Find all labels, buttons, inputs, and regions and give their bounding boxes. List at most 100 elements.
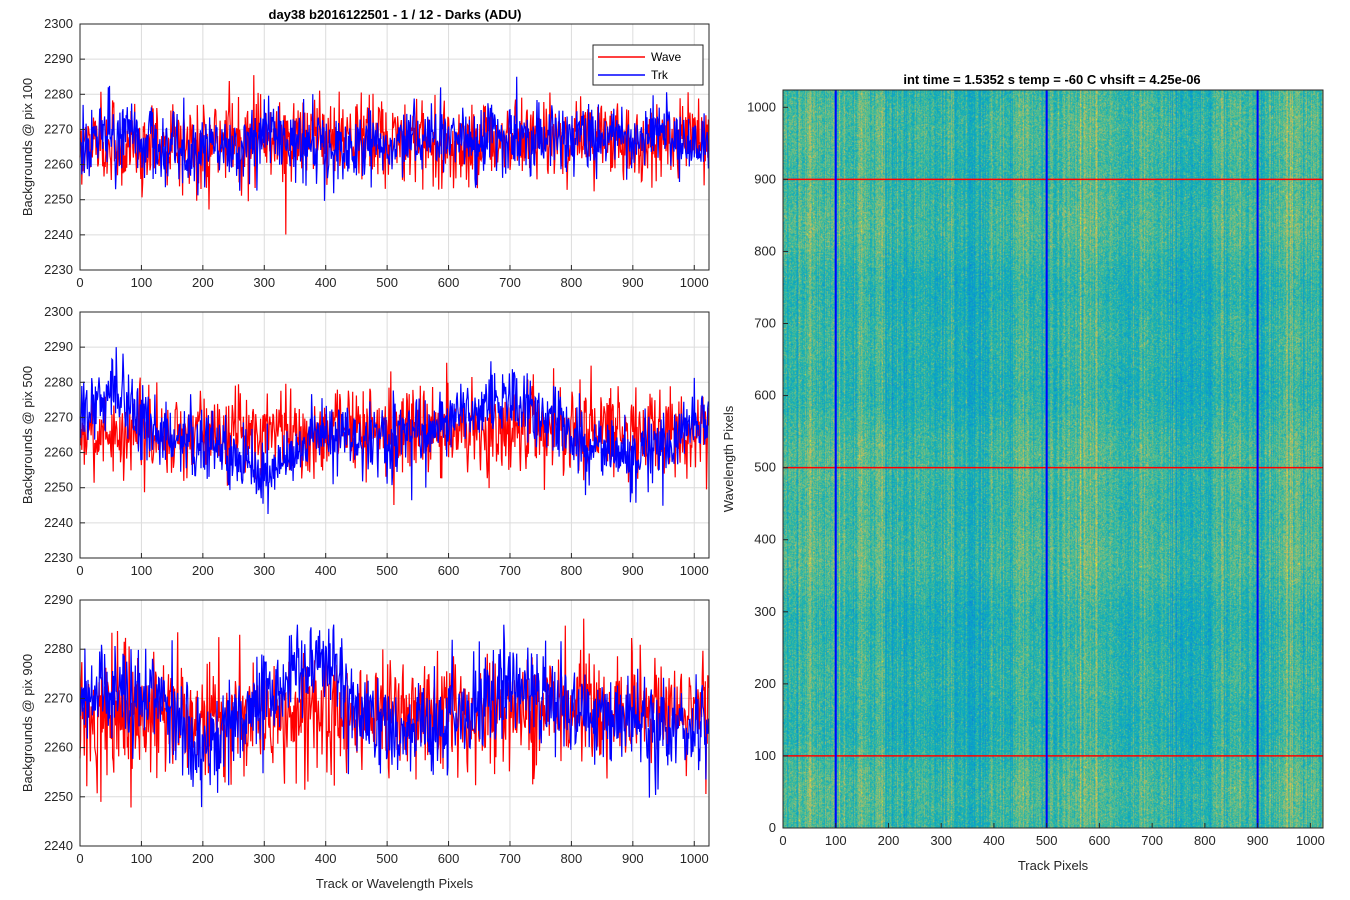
x-tick-label: 400 [315,851,337,866]
y-tick-label: 2280 [44,374,73,389]
x-tick-label: 900 [622,275,644,290]
y-tick-label: 700 [754,316,776,331]
y-axis-label: Backgrounds @ pix 500 [20,366,35,504]
y-tick-label: 2260 [44,157,73,172]
x-tick-label: 0 [76,563,83,578]
y-axis-label: Backgrounds @ pix 100 [20,78,35,216]
x-tick-label: 0 [779,833,786,848]
series-group [79,618,709,808]
x-tick-label: 700 [499,563,521,578]
y-tick-label: 2280 [44,641,73,656]
y-tick-label: 2290 [44,592,73,607]
x-tick-label: 500 [376,563,398,578]
axes-frame [79,23,710,271]
series-group [79,75,709,235]
x-tick-label: 800 [1194,833,1216,848]
x-tick-label: 800 [561,275,583,290]
y-tick-label: 2250 [44,789,73,804]
x-tick-label: 300 [253,275,275,290]
x-tick-label: 700 [499,275,521,290]
y-tick-label: 2270 [44,690,73,705]
x-tick-label: 0 [76,275,83,290]
x-tick-label: 600 [438,275,460,290]
line-panel-pix-500: 0 100 200 300 400 500 600 700 800 900 1000 2230 2240… [20,304,710,578]
y-tick-label: 2270 [44,121,73,136]
y-axis-label: Backgrounds @ pix 900 [20,654,35,792]
y-tick-label: 2230 [44,550,73,565]
series-group [79,347,709,515]
x-tick-label: 400 [315,563,337,578]
x-tick-label: 1000 [680,275,709,290]
x-tick-label: 0 [76,851,83,866]
x-tick-label: 700 [499,851,521,866]
x-tick-label: 400 [315,275,337,290]
y-tick-label: 2260 [44,445,73,460]
legend-label-wave: Wave [651,50,682,64]
x-tick-label: 900 [622,563,644,578]
x-tick-label: 200 [192,563,214,578]
series-line-trk [79,76,709,201]
y-tick-label: 2300 [44,304,73,319]
x-tick-label: 500 [376,851,398,866]
y-tick-label: 2240 [44,515,73,530]
legend: Wave Trk [592,44,704,86]
y-tick-label: 2290 [44,339,73,354]
y-tick-label: 2240 [44,838,73,853]
x-tick-label: 600 [1089,833,1111,848]
x-tick-label: 1000 [1296,833,1325,848]
y-tick-label: 200 [754,676,776,691]
y-tick-label: 800 [754,243,776,258]
x-tick-label: 600 [438,563,460,578]
x-tick-label: 300 [253,563,275,578]
y-tick-label: 900 [754,171,776,186]
x-tick-label: 100 [825,833,847,848]
x-tick-label: 700 [1141,833,1163,848]
x-tick-label: 200 [192,851,214,866]
line-panel-pix-900: 0 100 200 300 400 500 600 700 800 900 1000 2240 2250… [20,592,710,891]
x-tick-label: 800 [561,563,583,578]
x-tick-label: 100 [131,275,153,290]
x-tick-label: 400 [983,833,1005,848]
x-tick-label: 1000 [680,851,709,866]
x-tick-label: 900 [622,851,644,866]
y-tick-label: 2230 [44,262,73,277]
x-tick-label: 300 [930,833,952,848]
y-tick-label: 2280 [44,86,73,101]
y-tick-label: 300 [754,604,776,619]
axes-frame [782,89,1324,829]
series-line-trk [79,624,709,808]
y-tick-label: 2250 [44,192,73,207]
series-line-trk [79,347,709,515]
y-tick-label: 2300 [44,16,73,31]
legend-label-trk: Trk [651,68,669,82]
x-tick-label: 200 [192,275,214,290]
y-tick-label: 1000 [747,99,776,114]
y-tick-label: 2240 [44,227,73,242]
heatmap-title: int time = 1.5352 s temp = -60 C vhsift … [903,72,1200,87]
x-tick-label: 600 [438,851,460,866]
heatmap-image [783,90,1323,828]
y-tick-label: 2290 [44,51,73,66]
marker-lines [783,90,1323,828]
axes-frame [79,599,710,847]
legend-box [592,44,704,86]
y-tick-label: 600 [754,388,776,403]
x-tick-label: 800 [561,851,583,866]
x-tick-label: 100 [131,851,153,866]
y-tick-label: 400 [754,532,776,547]
y-axis-label: Wavelength Pixels [721,405,736,512]
x-tick-label: 1000 [680,563,709,578]
y-tick-label: 2270 [44,409,73,424]
x-tick-label: 100 [131,563,153,578]
y-tick-label: 2260 [44,740,73,755]
x-tick-label: 300 [253,851,275,866]
y-tick-label: 0 [769,820,776,835]
heatmap-panel: int time = 1.5352 s temp = -60 C vhsift … [721,72,1325,873]
x-tick-label: 500 [376,275,398,290]
axes-frame [79,311,710,559]
x-tick-label: 500 [1036,833,1058,848]
y-tick-label: 100 [754,748,776,763]
y-tick-label: 2250 [44,480,73,495]
y-tick-label: 500 [754,460,776,475]
